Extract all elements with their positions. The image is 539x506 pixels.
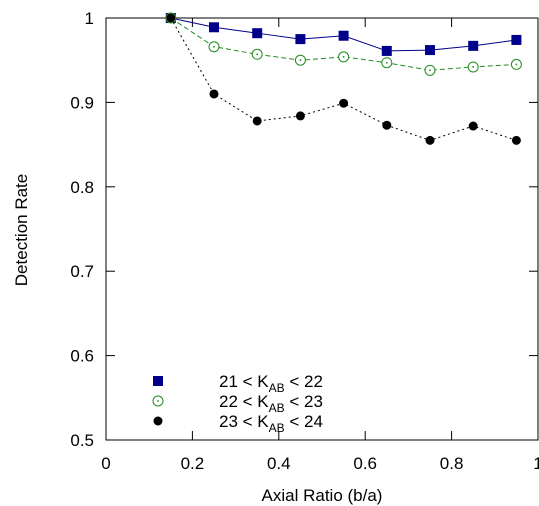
plot-frame bbox=[105, 17, 539, 441]
legend-label: 21 < KAB < 22 bbox=[219, 372, 323, 395]
data-point-dot bbox=[213, 45, 215, 48]
y-tick-label: 0.9 bbox=[70, 93, 94, 112]
data-point-dot bbox=[472, 66, 475, 68]
data-point bbox=[425, 135, 435, 145]
data-point-dot bbox=[385, 61, 388, 64]
legend-item: 22 < KAB < 23 bbox=[152, 392, 323, 415]
data-point bbox=[468, 121, 478, 131]
x-axis-label: Axial Ratio (b/a) bbox=[262, 486, 383, 505]
y-tick-label: 0.7 bbox=[70, 262, 94, 281]
x-tick-label: 0.4 bbox=[267, 454, 291, 473]
data-point bbox=[295, 34, 306, 45]
data-point bbox=[252, 116, 262, 126]
x-tick-label: 0.2 bbox=[181, 454, 205, 473]
data-point-dot bbox=[256, 53, 259, 56]
series-line bbox=[170, 17, 517, 71]
y-tick-label: 0.6 bbox=[70, 347, 94, 366]
data-point bbox=[511, 135, 521, 145]
data-point bbox=[295, 111, 305, 121]
data-point bbox=[425, 45, 435, 56]
series-3 bbox=[166, 13, 521, 145]
plot-border bbox=[105, 17, 539, 441]
data-point bbox=[381, 45, 392, 56]
data-point-dot bbox=[515, 63, 518, 66]
series-2 bbox=[165, 12, 522, 76]
data-point bbox=[338, 51, 350, 63]
y-tick-label: 0.5 bbox=[70, 431, 94, 450]
x-tick-label: 0.6 bbox=[353, 454, 377, 473]
data-point bbox=[153, 376, 163, 386]
data-point bbox=[208, 41, 220, 53]
legend-label: 22 < KAB < 23 bbox=[219, 392, 323, 415]
legend-item: 21 < KAB < 22 bbox=[153, 372, 323, 395]
y-tick-label: 0.8 bbox=[70, 178, 94, 197]
x-axis-ticks: 0 0.2 0.4 0.6 0.8 1 bbox=[101, 18, 539, 473]
legend-item: 23 < KAB < 24 bbox=[153, 412, 323, 435]
y-axis-ticks: 0.5 0.6 0.7 0.8 0.9 1 bbox=[70, 9, 538, 450]
data-point bbox=[251, 48, 263, 60]
y-tick-label: 1 bbox=[85, 9, 94, 28]
x-tick-label: 0.8 bbox=[440, 454, 464, 473]
data-point bbox=[339, 98, 349, 108]
data-point bbox=[467, 61, 479, 73]
data-point bbox=[252, 28, 263, 39]
data-point bbox=[152, 395, 164, 407]
series-layer bbox=[165, 12, 522, 145]
data-point bbox=[381, 57, 393, 69]
data-point bbox=[209, 22, 219, 33]
data-point bbox=[209, 89, 219, 99]
legend-label: 23 < KAB < 24 bbox=[219, 412, 323, 435]
data-point bbox=[511, 34, 522, 45]
x-tick-label: 1 bbox=[533, 454, 539, 473]
x-tick-label: 0 bbox=[101, 454, 110, 473]
series-1 bbox=[165, 13, 522, 56]
data-point-dot bbox=[429, 69, 431, 72]
data-point bbox=[424, 64, 436, 76]
data-point bbox=[338, 30, 349, 41]
data-point bbox=[510, 58, 522, 70]
data-point bbox=[294, 54, 306, 66]
y-axis-label: Detection Rate bbox=[12, 174, 31, 286]
data-point bbox=[166, 13, 176, 23]
data-point-dot bbox=[157, 400, 159, 402]
data-point-dot bbox=[299, 59, 302, 62]
data-point bbox=[153, 416, 163, 426]
data-point-dot bbox=[342, 55, 345, 58]
data-point bbox=[468, 40, 479, 51]
data-point bbox=[382, 120, 392, 130]
